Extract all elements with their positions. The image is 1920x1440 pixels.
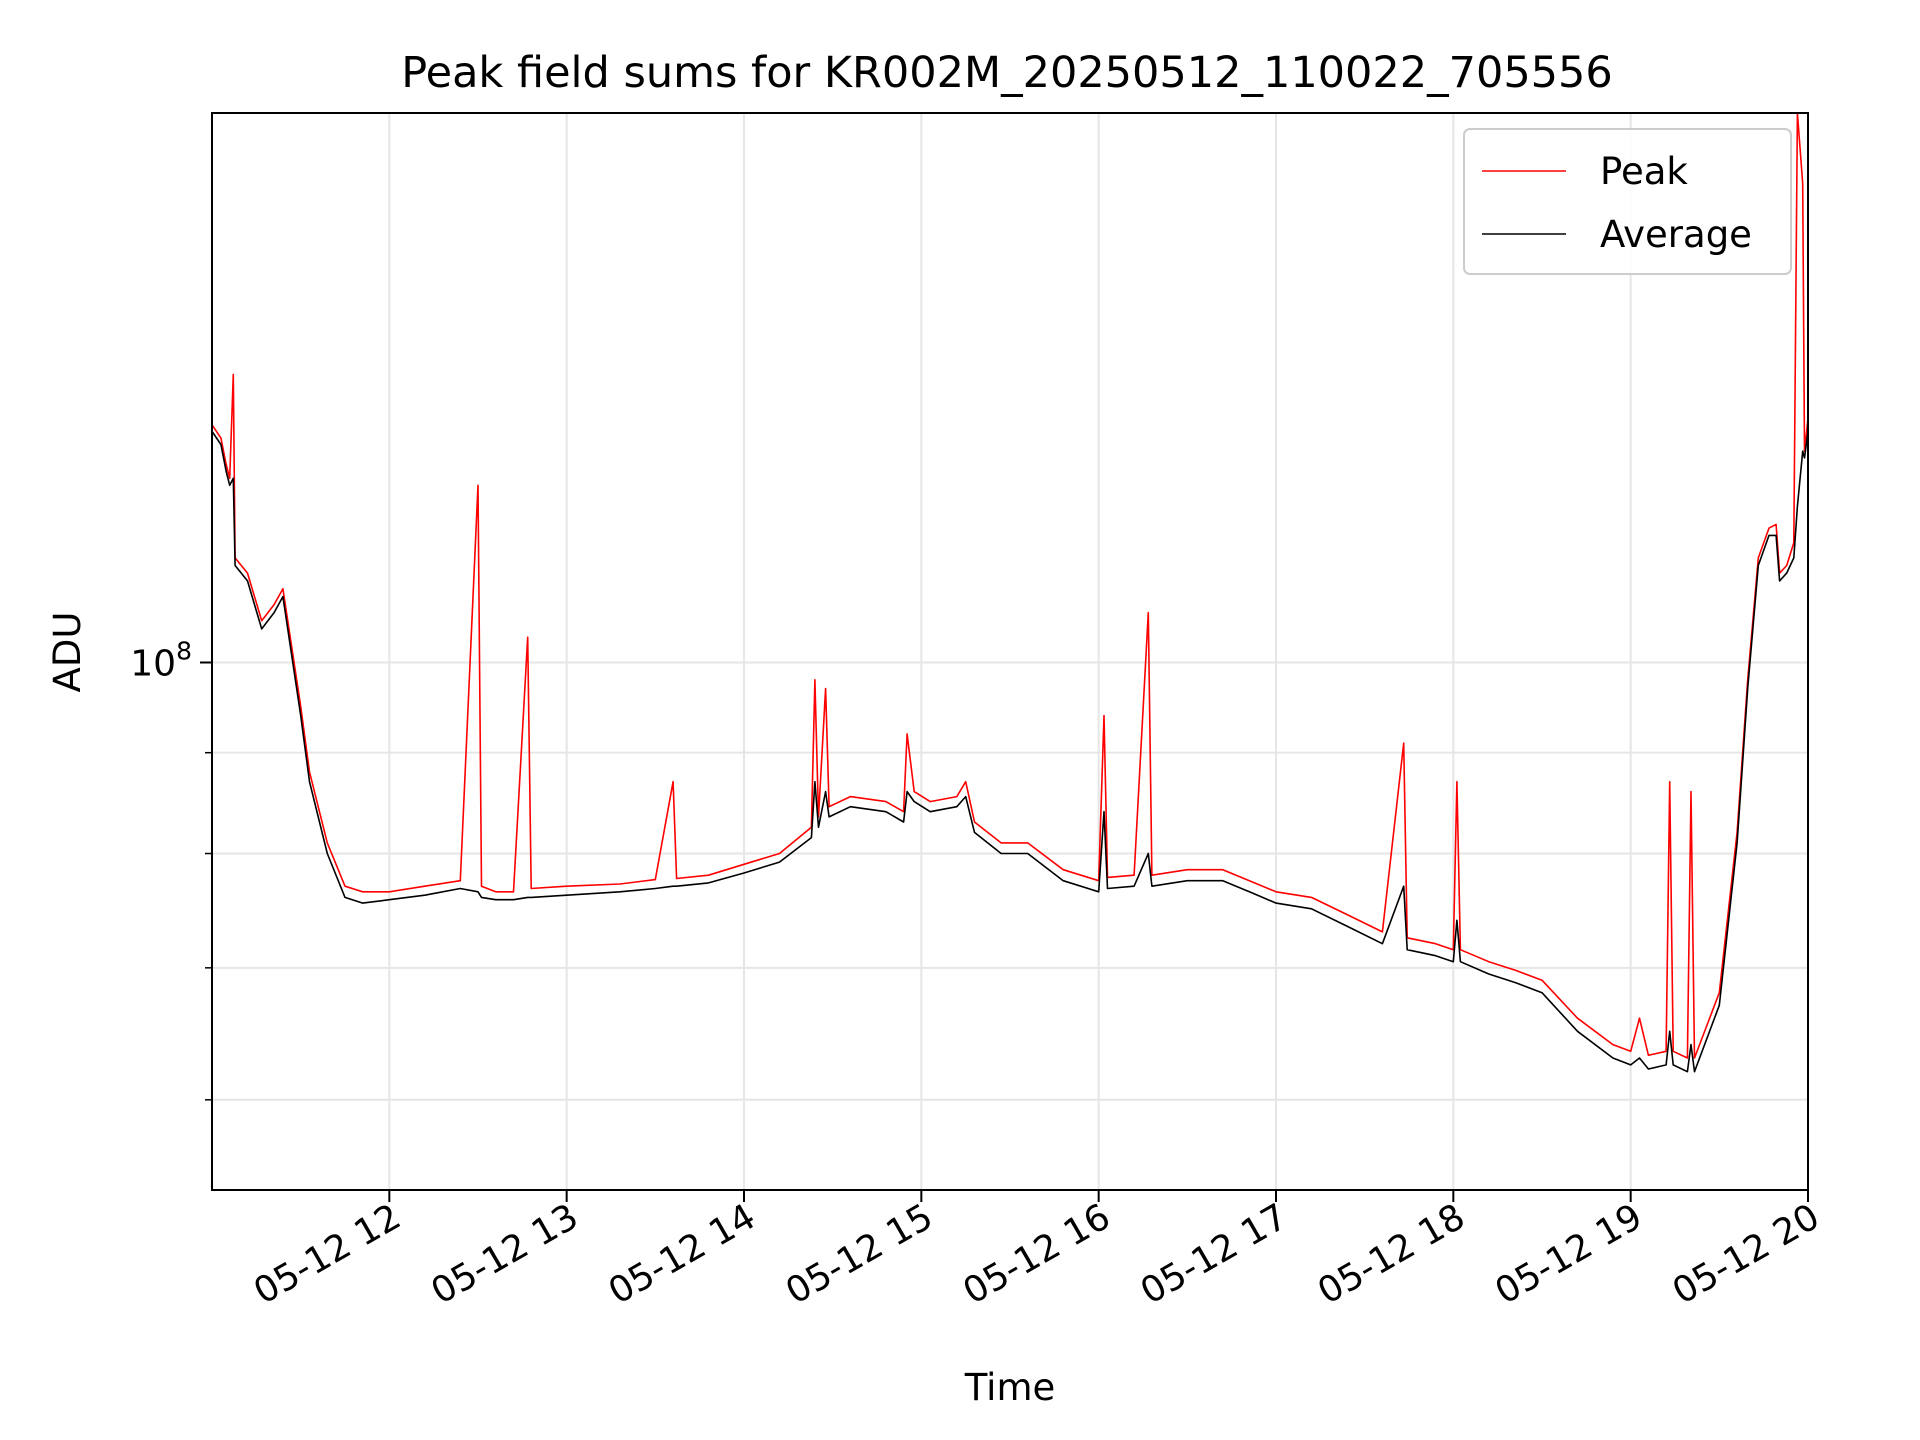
y-axis-label: ADU [46,612,89,693]
series-line-average [212,430,1808,1073]
legend-label-average: Average [1600,213,1752,256]
chart-title: Peak field sums for KR002M_20250512_1100… [401,48,1613,98]
plot-frame [211,112,1809,1191]
legend: Peak Average [1463,128,1792,275]
series-line-peak [212,113,1808,1059]
legend-box [1463,128,1792,275]
series-layer [212,113,1808,1073]
y-tick-label: 108 [130,636,192,684]
x-axis-label: Time [964,1366,1056,1409]
legend-label-peak: Peak [1600,150,1688,193]
y-axis: 108 [130,636,212,1101]
